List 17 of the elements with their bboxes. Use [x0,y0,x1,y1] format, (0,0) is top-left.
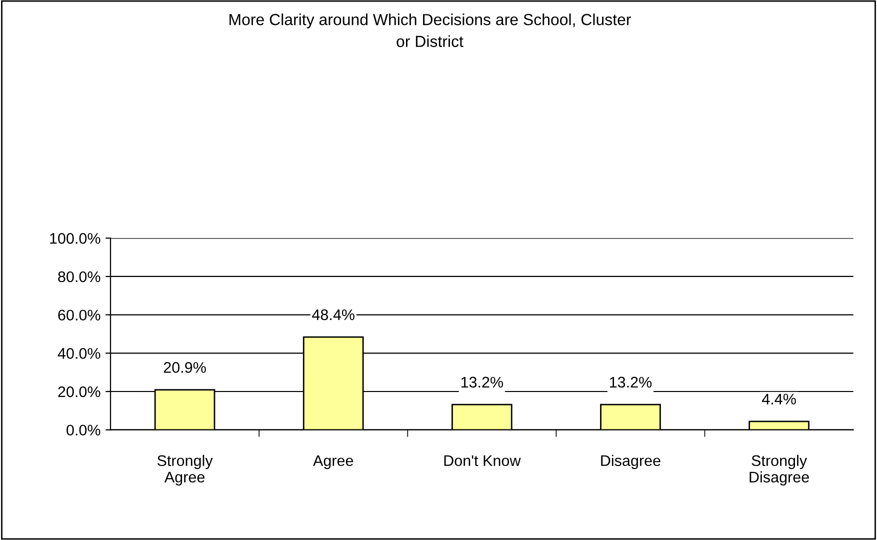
y-tick-label: 20.0% [58,386,100,398]
data-label: 13.2% [610,376,652,388]
chart-title: More Clarity around Which Decisions are School, Cluster or District [230,14,631,48]
y-tick-label: 100.0% [50,233,100,244]
x-tick-label: Disagree [601,454,660,470]
y-tick-label: 60.0% [58,310,100,321]
y-tick-label: 0.0% [66,424,100,436]
x-tick-label: Strongly Agree [157,454,213,486]
x-tick-label: Strongly Disagree [750,454,809,486]
data-label: 4.4% [762,394,796,404]
y-tick-label: 40.0% [58,348,100,359]
data-label: 13.2% [461,376,504,388]
x-tick-label: Agree [312,455,354,470]
data-label: 48.4% [312,309,354,320]
y-tick-label: 80.0% [58,271,100,282]
x-tick-label: Don't Know [444,455,521,466]
data-label: 20.9% [164,362,206,373]
